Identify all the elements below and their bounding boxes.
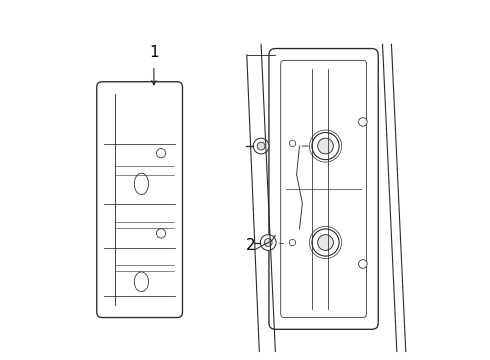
Circle shape — [359, 260, 367, 268]
Circle shape — [253, 138, 269, 154]
Circle shape — [318, 138, 333, 154]
Circle shape — [257, 142, 265, 150]
Circle shape — [318, 235, 333, 250]
Circle shape — [289, 239, 296, 246]
Text: 2: 2 — [245, 238, 255, 253]
FancyBboxPatch shape — [269, 49, 378, 329]
Ellipse shape — [134, 272, 148, 292]
Circle shape — [289, 140, 296, 147]
Circle shape — [312, 132, 339, 159]
Circle shape — [156, 229, 166, 238]
Circle shape — [359, 118, 367, 126]
Circle shape — [264, 239, 272, 247]
Circle shape — [260, 235, 276, 250]
FancyBboxPatch shape — [97, 82, 182, 318]
Text: 1: 1 — [149, 45, 159, 60]
Circle shape — [312, 229, 339, 256]
Circle shape — [156, 149, 166, 158]
FancyBboxPatch shape — [281, 60, 367, 318]
Ellipse shape — [134, 173, 148, 195]
